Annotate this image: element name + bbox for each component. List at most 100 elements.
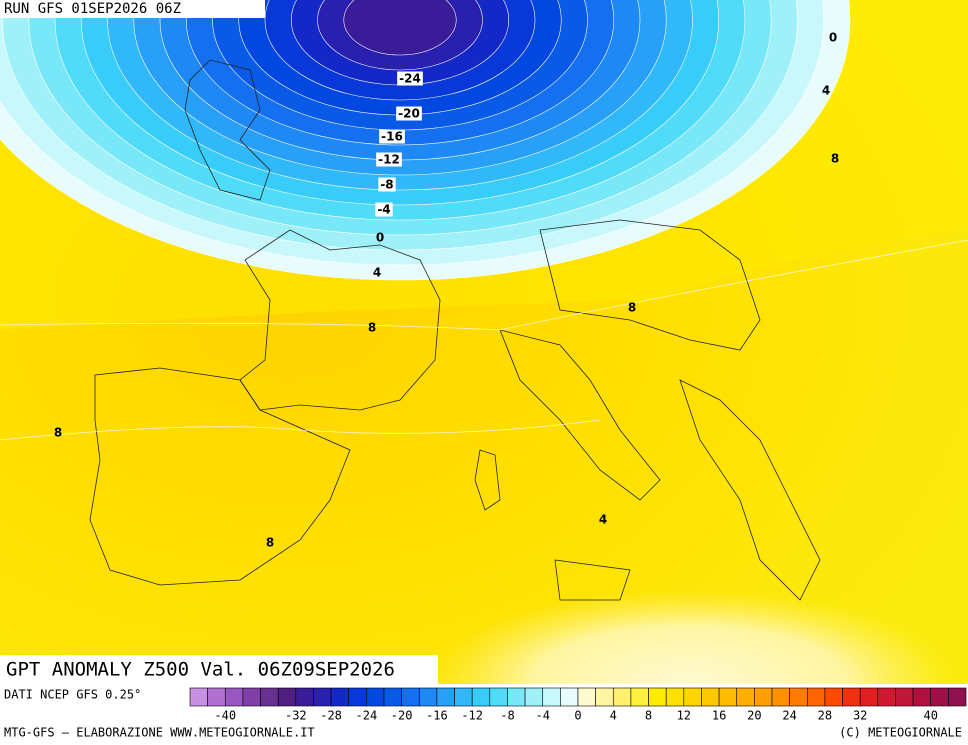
color-swatch xyxy=(718,687,738,707)
contour-label: 0 xyxy=(829,31,837,45)
legend-tick-label: 16 xyxy=(712,709,726,723)
color-swatch xyxy=(260,687,279,707)
legend-tick-label: -8 xyxy=(500,709,514,723)
color-swatch xyxy=(895,687,914,707)
color-swatch xyxy=(842,687,861,707)
color-swatch xyxy=(789,687,808,707)
contour-label: -12 xyxy=(378,153,400,167)
color-swatch xyxy=(630,687,649,707)
contours xyxy=(0,239,968,441)
legend-tick-label: 12 xyxy=(677,709,691,723)
legend-tick-label: 4 xyxy=(610,709,617,723)
color-swatch xyxy=(471,687,491,707)
contour-label: -8 xyxy=(380,178,393,192)
legend-tick-label: 28 xyxy=(818,709,832,723)
legend-tick-label: -12 xyxy=(461,709,483,723)
color-swatch xyxy=(224,687,244,707)
color-swatch xyxy=(366,687,385,707)
legend-tick-label: 32 xyxy=(853,709,867,723)
color-swatch xyxy=(701,687,720,707)
legend-tick-label: 40 xyxy=(924,709,938,723)
color-swatch xyxy=(948,687,967,707)
contour-label-bg xyxy=(375,202,393,217)
color-swatch xyxy=(383,687,402,707)
color-swatch xyxy=(330,687,350,707)
pale-area xyxy=(430,590,950,684)
contour-label: 4 xyxy=(373,266,381,280)
color-swatch xyxy=(348,687,367,707)
header-box xyxy=(0,0,265,18)
color-swatch xyxy=(242,687,261,707)
color-swatch xyxy=(930,687,949,707)
contour-label-bg xyxy=(376,152,402,167)
credit-left: MTG-GFS – ELABORAZIONE WWW.METEOGIORNALE… xyxy=(4,726,315,740)
contour-label: -20 xyxy=(398,107,420,121)
color-swatch xyxy=(277,687,297,707)
contour-labels: -24 -20 -16 -12 -8 -4 0 4 8 0 4 8 8 8 8 4 xyxy=(54,31,839,550)
legend-tick-label: -40 xyxy=(214,709,236,723)
contour-label: -4 xyxy=(377,203,390,217)
contour-label: 4 xyxy=(599,513,607,527)
color-swatch xyxy=(524,687,544,707)
contour-label-bg xyxy=(378,177,396,192)
legend-tick-label: -28 xyxy=(320,709,342,723)
color-swatch xyxy=(507,687,526,707)
legend-tick-label: -16 xyxy=(426,709,448,723)
color-swatch xyxy=(295,687,314,707)
color-swatch xyxy=(418,687,438,707)
contour-label-bg xyxy=(379,129,405,144)
contour-label: 8 xyxy=(628,301,636,315)
color-swatch xyxy=(754,687,773,707)
color-swatch xyxy=(436,687,455,707)
color-swatch xyxy=(189,687,208,707)
contour-label: -16 xyxy=(381,130,403,144)
color-swatch xyxy=(489,687,508,707)
legend-tick-label: 20 xyxy=(747,709,761,723)
coastlines xyxy=(89,59,821,601)
color-swatch xyxy=(207,687,226,707)
color-legend: -40 -32 -28 -24 -20 -16 -12 -8 -4 0 4 8 12 16 20 24 28 32… xyxy=(189,687,967,723)
anomaly-ring xyxy=(343,0,457,56)
color-swatch xyxy=(560,687,579,707)
color-swatch xyxy=(612,687,632,707)
color-swatch xyxy=(401,687,420,707)
legend-tick-label: -32 xyxy=(285,709,307,723)
credit-right: (C) METEOGIORNALE xyxy=(839,726,962,740)
title-box xyxy=(0,655,438,684)
source-label: DATI NCEP GFS 0.25° xyxy=(4,688,141,702)
contour-label: 8 xyxy=(831,152,839,166)
color-swatch xyxy=(542,687,561,707)
legend-tick-label: -24 xyxy=(356,709,378,723)
contour-label: 8 xyxy=(368,321,376,335)
color-swatch xyxy=(877,687,896,707)
color-swatch xyxy=(595,687,614,707)
color-swatch xyxy=(454,687,473,707)
contour-label: 8 xyxy=(54,426,62,440)
contour-label: 0 xyxy=(376,231,384,245)
color-swatch xyxy=(806,687,826,707)
contour-label-bg xyxy=(396,106,422,121)
color-swatch xyxy=(859,687,879,707)
contour-label: 4 xyxy=(822,84,830,98)
color-swatch xyxy=(912,687,932,707)
color-swatch xyxy=(665,687,685,707)
contour-label: 8 xyxy=(266,536,274,550)
color-swatch xyxy=(648,687,667,707)
legend-tick-label: 0 xyxy=(574,709,581,723)
legend-tick-label: -4 xyxy=(536,709,550,723)
contour-label-bg xyxy=(397,71,423,86)
run-label: RUN GFS 01SEP2026 06Z xyxy=(4,1,181,17)
contour-label: -24 xyxy=(399,72,421,86)
color-swatch xyxy=(824,687,843,707)
color-swatch xyxy=(577,687,596,707)
legend-tick-label: 8 xyxy=(645,709,652,723)
color-swatch xyxy=(771,687,790,707)
color-swatch xyxy=(683,687,702,707)
color-swatch xyxy=(313,687,332,707)
map-title: GPT ANOMALY Z500 Val. 06Z09SEP2026 xyxy=(6,659,395,681)
legend-tick-label: 24 xyxy=(782,709,796,723)
color-swatch xyxy=(736,687,755,707)
legend-tick-label: -20 xyxy=(391,709,413,723)
